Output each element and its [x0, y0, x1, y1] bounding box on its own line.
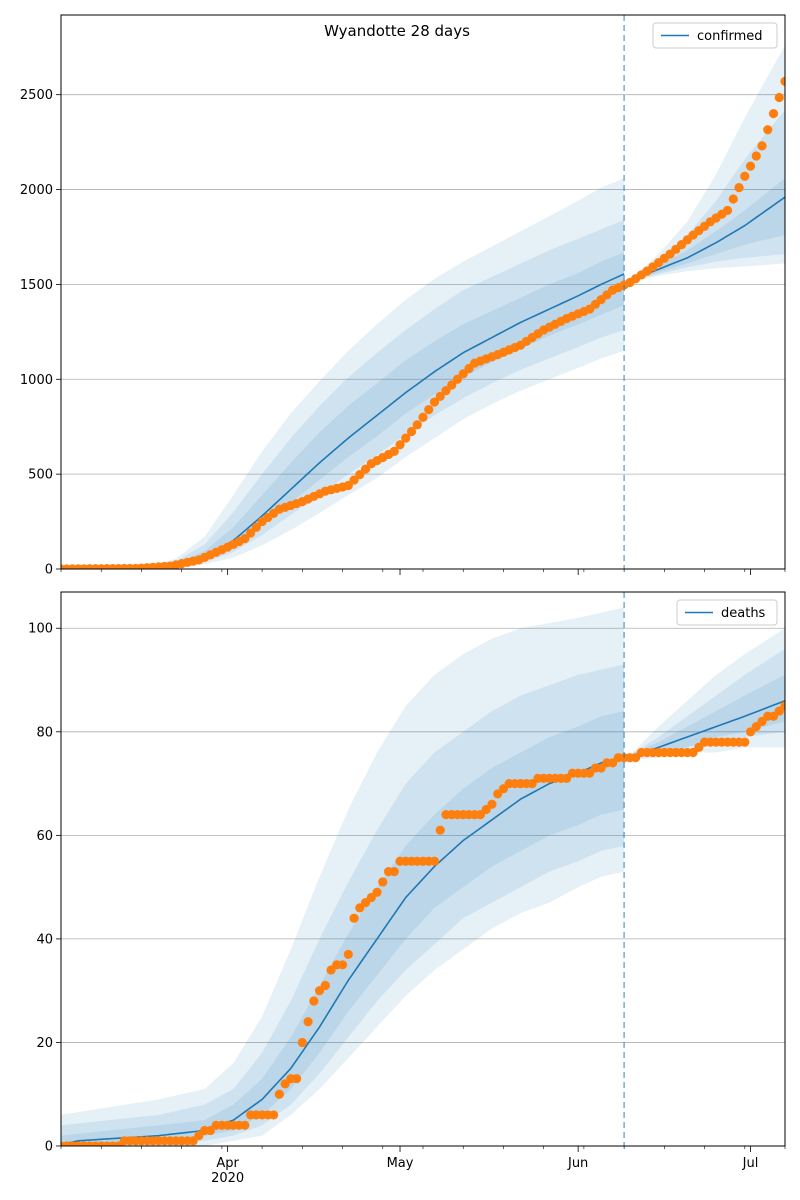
observed-point	[395, 440, 405, 450]
observed-point	[740, 171, 750, 181]
observed-point	[734, 183, 744, 193]
y-tick-label: 0	[45, 1140, 53, 1155]
observed-point	[320, 980, 330, 991]
uncertainty-band-2	[61, 664, 625, 1146]
observed-point	[246, 528, 256, 538]
model-line	[629, 699, 785, 759]
x-tick-label: May	[387, 1156, 414, 1171]
observed-point	[424, 405, 434, 415]
uncertainty-band-3	[61, 711, 625, 1146]
observed-point	[378, 877, 388, 887]
uncertainty-band-2	[629, 109, 785, 282]
observed-point	[372, 887, 382, 897]
observed-point	[412, 420, 422, 430]
observed-point	[251, 522, 261, 532]
confirmed-panel: 0 500 1000 1500 2000 2500 Wyandotte 28 days con…	[20, 14, 786, 578]
observed-point	[406, 426, 417, 437]
observed-point	[452, 374, 463, 384]
observed-point	[768, 109, 779, 119]
observed-point	[297, 1037, 307, 1048]
legend-label: confirmed	[697, 29, 763, 44]
observed-point	[240, 1120, 250, 1130]
plot-area	[61, 607, 785, 1146]
observed-point	[355, 470, 365, 480]
observed-point	[745, 161, 756, 171]
x-tick-sublabel: 2020	[211, 1171, 244, 1186]
uncertainty-band-1	[61, 607, 625, 1146]
uncertainty-band-1	[629, 628, 785, 761]
observed-point	[458, 369, 468, 379]
observed-point	[441, 386, 451, 396]
legend-box	[676, 599, 778, 626]
observed-point	[389, 446, 399, 456]
observed-point	[763, 125, 773, 135]
y-tick-label: 80	[36, 725, 53, 740]
chart-title: Wyandotte 28 days	[324, 22, 470, 40]
observed-point	[401, 433, 411, 443]
uncertainty-band-2	[61, 219, 625, 569]
uncertainty-band-3	[629, 178, 785, 282]
observed-point	[447, 380, 457, 390]
y-tick-label: 1500	[20, 278, 53, 293]
observed-point	[728, 194, 738, 204]
observed-point	[751, 151, 761, 161]
observed-point	[435, 825, 445, 835]
observed-point	[429, 397, 440, 407]
legend-box	[652, 22, 778, 49]
observed-point	[337, 960, 348, 970]
observed-point	[291, 1074, 302, 1084]
observed-point	[349, 913, 359, 923]
observed-point	[774, 92, 784, 103]
x-tick-label: Jul	[742, 1156, 759, 1171]
uncertainty-band-1	[61, 178, 625, 569]
model-line	[61, 756, 625, 1146]
x-tick-label: Apr	[216, 1156, 239, 1171]
observed-point	[464, 363, 474, 374]
observed-point	[349, 475, 359, 485]
y-tick-label: 20	[36, 1036, 53, 1051]
y-tick-label: 2500	[20, 88, 53, 103]
legend-label: deaths	[721, 606, 766, 621]
observed-point	[274, 1089, 284, 1099]
y-tick-label: 100	[28, 622, 53, 637]
observed-point	[429, 856, 440, 866]
y-tick-label: 60	[36, 829, 53, 844]
observed-point	[303, 1017, 313, 1027]
uncertainty-band-1	[629, 45, 785, 282]
observed-point	[343, 949, 353, 960]
observed-point	[418, 412, 428, 422]
y-tick-label: 500	[28, 468, 53, 483]
uncertainty-band-3	[629, 674, 785, 761]
x-tick-label: Jun	[567, 1156, 588, 1171]
observed-point	[269, 1110, 279, 1120]
observed-point	[487, 799, 497, 809]
observed-point	[240, 534, 250, 544]
observed-point	[343, 480, 353, 491]
observed-point	[740, 737, 750, 747]
observed-point	[389, 866, 399, 877]
observed-point	[360, 464, 371, 474]
y-tick-label: 0	[45, 563, 53, 578]
observed-point	[435, 391, 445, 401]
observed-point	[722, 205, 733, 216]
observed-point	[780, 701, 785, 711]
observed-point	[757, 141, 767, 151]
y-tick-label: 2000	[20, 183, 53, 198]
observed-point	[780, 76, 785, 86]
y-tick-label: 1000	[20, 373, 53, 388]
observed-point	[309, 996, 319, 1006]
uncertainty-band-3	[61, 252, 625, 569]
plot-area	[61, 45, 785, 569]
y-tick-label: 40	[36, 932, 53, 947]
